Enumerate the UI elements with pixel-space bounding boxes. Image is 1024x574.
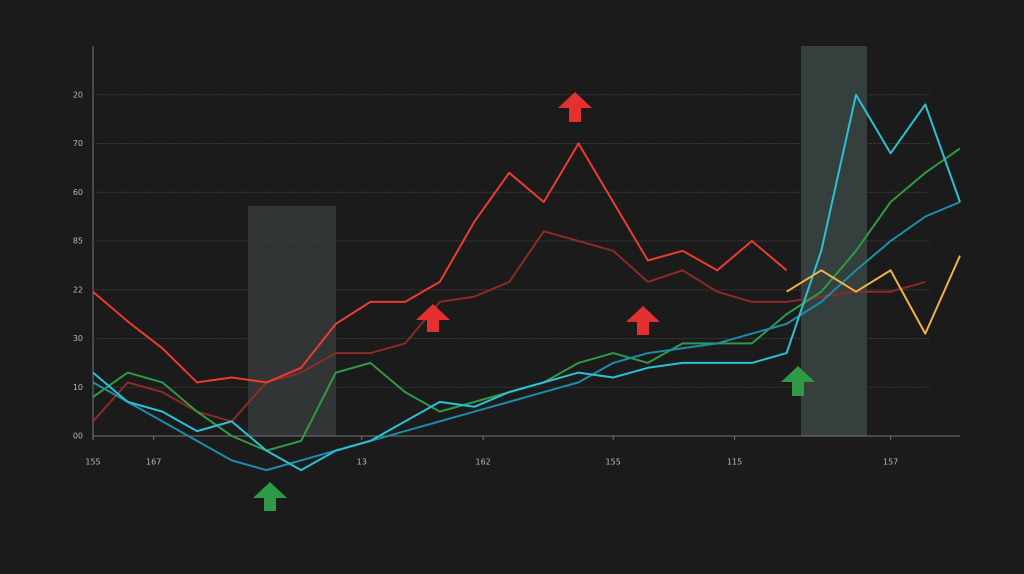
y-tick-label: 70 bbox=[73, 139, 83, 148]
plot-area bbox=[92, 93, 961, 472]
x-tick-label: 167 bbox=[146, 458, 161, 467]
series-line bbox=[786, 255, 961, 335]
x-tick-label: 162 bbox=[476, 458, 491, 467]
buy-arrow bbox=[781, 366, 815, 396]
y-tick-label: 85 bbox=[73, 237, 83, 246]
y-tick-label: 10 bbox=[73, 383, 83, 392]
sell-arrow bbox=[626, 306, 660, 335]
x-tick-label: 157 bbox=[883, 458, 898, 467]
y-tick-label: 20 bbox=[73, 90, 83, 99]
x-tick-label: 155 bbox=[606, 458, 621, 467]
y-tick-label: 22 bbox=[73, 285, 83, 294]
y-tick-label: 60 bbox=[73, 188, 83, 197]
signal-arrows bbox=[253, 92, 815, 511]
series-line bbox=[92, 93, 961, 472]
series-line bbox=[92, 201, 961, 472]
y-tick-label: 00 bbox=[73, 432, 83, 441]
sell-arrow bbox=[416, 304, 450, 332]
y-tick-label: 30 bbox=[73, 334, 83, 343]
x-tick-label: 155 bbox=[85, 458, 100, 467]
buy-arrow bbox=[253, 482, 287, 511]
series-line bbox=[92, 142, 788, 384]
x-tick-label: 115 bbox=[727, 458, 742, 467]
x-tick-label: 13 bbox=[357, 458, 367, 467]
sell-arrow bbox=[558, 92, 592, 122]
highlight-band bbox=[248, 206, 336, 436]
